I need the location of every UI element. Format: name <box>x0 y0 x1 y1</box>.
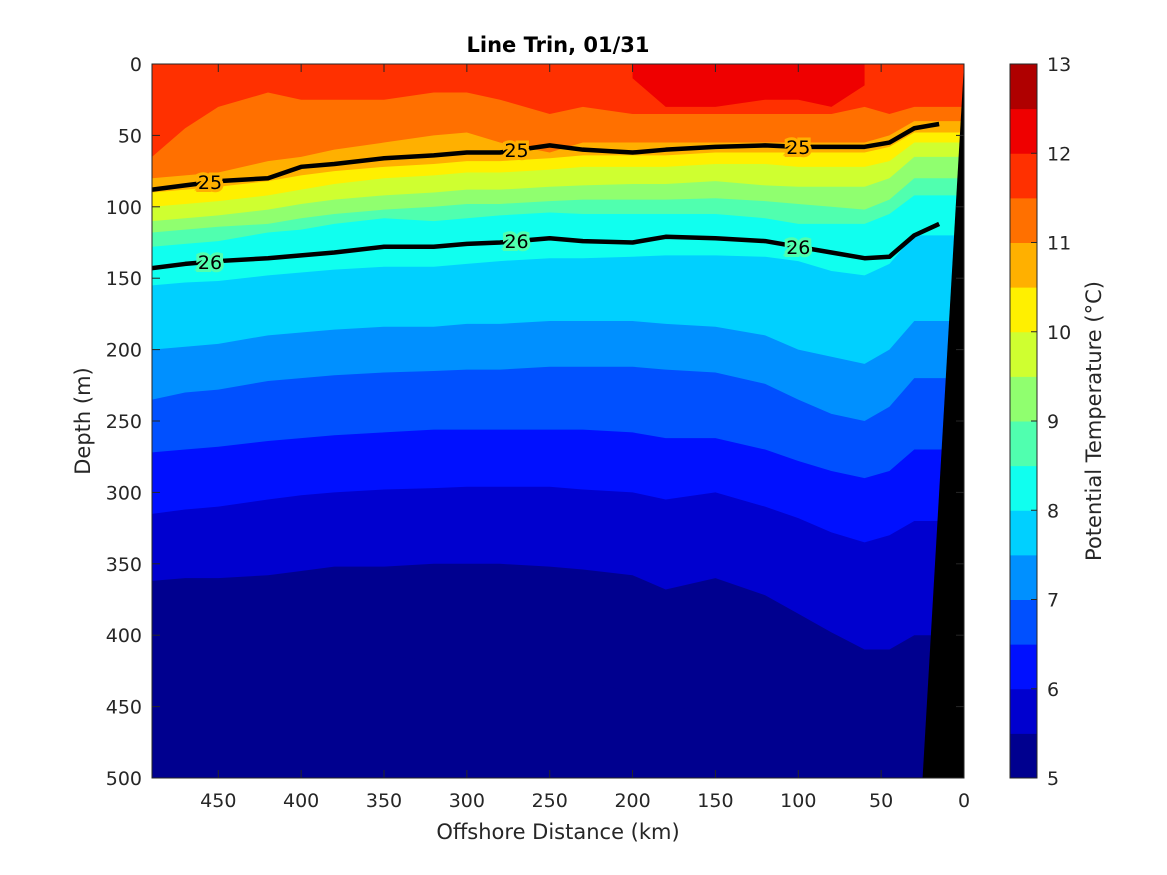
colorbar-tick-label: 7 <box>1047 590 1059 612</box>
colorbar-swatch <box>1010 153 1037 199</box>
colorbar-swatch <box>1010 554 1037 600</box>
colorbar-swatch <box>1010 510 1037 556</box>
y-tick-label: 150 <box>106 268 142 290</box>
colorbar-tick-label: 5 <box>1047 768 1059 790</box>
x-tick-label: 100 <box>780 790 816 812</box>
x-tick-label: 350 <box>366 790 402 812</box>
colorbar-swatch <box>1010 331 1037 377</box>
y-tick-label: 450 <box>106 697 142 719</box>
y-tick-label: 0 <box>130 54 142 76</box>
colorbar: 5 6 7 8 9 10 11 12 13 <box>1009 54 1071 790</box>
band-fill-5.0 <box>152 652 848 778</box>
colorbar-swatch <box>1010 644 1037 690</box>
x-axis: 450 400 350 300 250 200 150 100 50 0 <box>200 64 970 812</box>
colorbar-tick-label: 12 <box>1047 143 1071 165</box>
colorbar-swatch <box>1010 108 1037 154</box>
band-fill-12 <box>632 64 865 107</box>
colorbar-swatch <box>1010 242 1037 288</box>
colorbar-swatch <box>1010 465 1037 511</box>
colorbar-swatch <box>1010 376 1037 422</box>
colorbar-swatch <box>1010 688 1037 734</box>
x-tick-label: 300 <box>449 790 485 812</box>
colorbar-tick-label: 13 <box>1047 54 1071 76</box>
x-tick-label: 250 <box>532 790 568 812</box>
y-tick-label: 200 <box>106 340 142 362</box>
x-tick-label: 200 <box>614 790 650 812</box>
y-tick-label: 100 <box>106 197 142 219</box>
density-contour-label-25: 25 <box>504 140 528 162</box>
colorbar-swatch <box>1010 421 1037 467</box>
bathymetry-seafloor <box>922 64 964 778</box>
bathymetry-layer <box>922 64 964 778</box>
x-tick-label: 150 <box>697 790 733 812</box>
density-contour-label-26: 26 <box>786 237 810 259</box>
density-contour-layer: 25 25 25 26 26 26 <box>152 121 941 277</box>
y-tick-label: 400 <box>106 625 142 647</box>
density-contour-26 <box>152 221 941 271</box>
x-tick-label: 0 <box>958 790 970 812</box>
colorbar-tick-label: 6 <box>1047 679 1059 701</box>
colorbar-label: Potential Temperature (°C) <box>1082 281 1106 561</box>
temperature-fill-layer <box>152 64 964 778</box>
colorbar-tick-label: 9 <box>1047 411 1059 433</box>
density-contour-25 <box>152 121 940 192</box>
density-contour-label-26: 26 <box>504 231 528 253</box>
chart-title: Line Trin, 01/31 <box>466 33 649 57</box>
y-tick-label: 300 <box>106 482 142 504</box>
y-axis-label: Depth (m) <box>71 367 95 474</box>
x-tick-label: 400 <box>283 790 319 812</box>
x-tick-label: 50 <box>869 790 893 812</box>
density-contour-label-25: 25 <box>786 137 810 159</box>
colorbar-swatch <box>1010 287 1037 333</box>
y-tick-label: 50 <box>118 125 142 147</box>
colorbar-swatch <box>1010 64 1037 110</box>
y-tick-label: 250 <box>106 411 142 433</box>
density-contour-label-25: 25 <box>198 172 222 194</box>
density-contour-label-26: 26 <box>198 252 222 274</box>
y-axis: 0 50 100 150 200 250 300 350 400 450 500 <box>106 54 964 790</box>
colorbar-tick-label: 10 <box>1047 322 1071 344</box>
colorbar-swatch <box>1010 733 1037 779</box>
x-tick-label: 450 <box>200 790 236 812</box>
colorbar-tick-label: 8 <box>1047 500 1059 522</box>
y-tick-label: 500 <box>106 768 142 790</box>
colorbar-swatch <box>1010 197 1037 243</box>
colorbar-tick-label: 11 <box>1047 233 1071 255</box>
colorbar-swatch <box>1010 599 1037 645</box>
x-axis-label: Offshore Distance (km) <box>436 820 679 844</box>
y-tick-label: 350 <box>106 554 142 576</box>
